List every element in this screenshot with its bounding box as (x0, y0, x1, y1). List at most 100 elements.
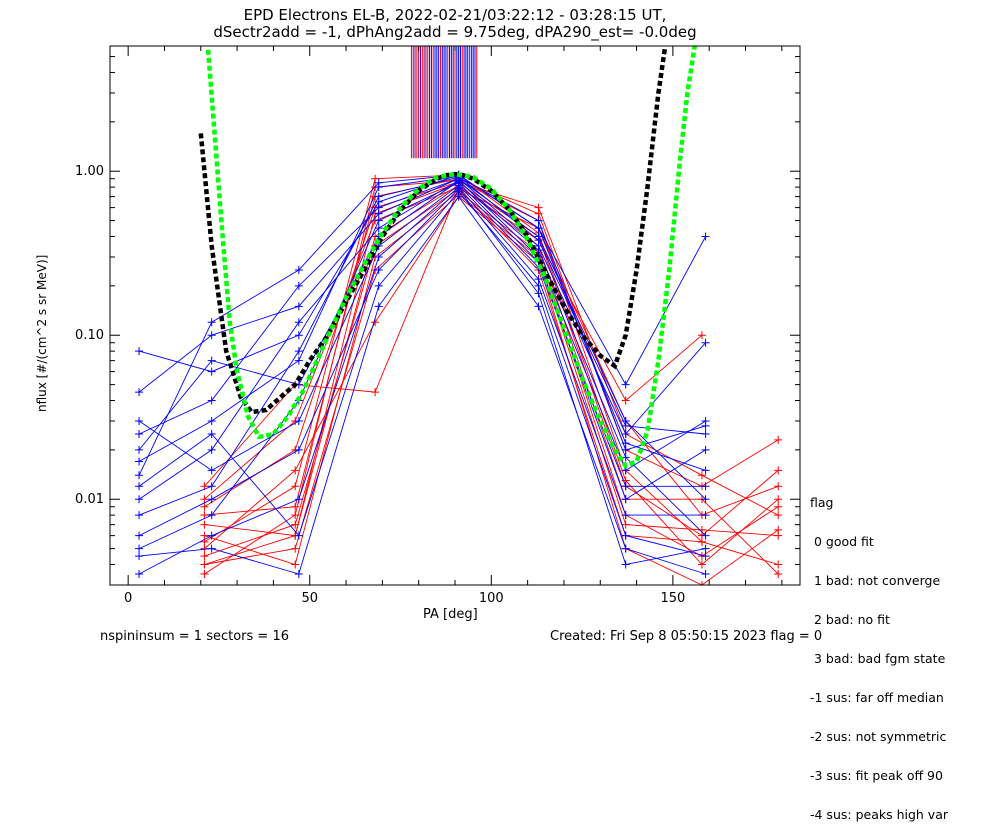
data-point-marker (207, 495, 216, 504)
profile-line (204, 184, 779, 575)
data-point-marker (697, 537, 706, 546)
data-point-marker (200, 520, 209, 529)
data-point-marker (701, 511, 710, 520)
plot-area (135, 46, 783, 585)
data-point-marker (207, 318, 216, 327)
flag-legend: flag 0 good fit 1 bad: not converge 2 ba… (810, 470, 948, 834)
data-point-marker (207, 367, 216, 376)
y-axis-label: nflux [#/(cm^2 s sr MeV)] (35, 254, 49, 412)
data-point-marker (534, 203, 543, 212)
data-point-marker (701, 338, 710, 347)
profile-line (138, 180, 706, 536)
data-point-marker (621, 531, 630, 540)
data-point-marker (621, 429, 630, 438)
data-point-marker (374, 265, 383, 274)
data-point-marker (294, 265, 303, 274)
data-point-marker (774, 511, 783, 520)
y-tick-label: 0.10 (75, 328, 104, 343)
legend-item: -2 sus: not symmetric (810, 729, 947, 744)
data-point-marker (374, 183, 383, 192)
profile-line (138, 178, 706, 500)
data-point-marker (294, 318, 303, 327)
data-point-marker (774, 435, 783, 444)
data-point-marker (207, 356, 216, 365)
data-point-marker (701, 429, 710, 438)
data-point-marker (200, 560, 209, 569)
data-point-marker (697, 581, 706, 585)
data-point-marker (701, 570, 710, 579)
data-point-marker (621, 453, 630, 462)
data-point-marker (207, 416, 216, 425)
data-point-marker (207, 511, 216, 520)
legend-item: -3 sus: fit peak off 90 (810, 768, 943, 783)
data-point-marker (774, 466, 783, 475)
fit-curve (205, 46, 697, 469)
data-point-marker (621, 396, 630, 405)
data-point-marker (135, 570, 144, 579)
data-point-marker (534, 224, 543, 233)
data-point-marker (534, 281, 543, 290)
data-point-marker (701, 421, 710, 430)
profile-line (138, 174, 706, 476)
data-point-marker (135, 445, 144, 454)
data-point-marker (135, 552, 144, 561)
profile-line (138, 176, 706, 516)
legend-item: 3 bad: bad fgm state (810, 651, 946, 666)
data-point-marker (291, 502, 300, 511)
data-point-marker (291, 482, 300, 491)
data-point-marker (207, 466, 216, 475)
data-point-marker (294, 302, 303, 311)
legend-item: -1 sus: far off median (810, 690, 944, 705)
data-point-marker (294, 570, 303, 579)
data-point-marker (207, 544, 216, 553)
data-point-marker (207, 531, 216, 540)
data-point-marker (697, 560, 706, 569)
fit-curve (198, 46, 668, 415)
data-point-marker (207, 429, 216, 438)
data-point-marker (701, 544, 710, 553)
data-point-marker (200, 495, 209, 504)
data-point-marker (200, 552, 209, 561)
profile-line (204, 178, 779, 516)
data-point-marker (207, 396, 216, 405)
profile-line (138, 179, 706, 500)
data-point-marker (374, 281, 383, 290)
profile-line (204, 188, 702, 557)
data-point-marker (697, 331, 706, 340)
data-point-marker (534, 302, 543, 311)
data-point-marker (534, 246, 543, 255)
data-point-marker (621, 544, 630, 553)
data-point-marker (701, 466, 710, 475)
data-point-marker (371, 174, 380, 183)
data-point-marker (621, 482, 630, 491)
data-point-marker (294, 347, 303, 356)
data-point-marker (135, 471, 144, 480)
data-point-marker (701, 531, 710, 540)
data-point-marker (534, 236, 543, 245)
data-point-marker (374, 302, 383, 311)
data-point-marker (200, 511, 209, 520)
data-point-marker (291, 544, 300, 553)
data-point-marker (135, 544, 144, 553)
profile-line (138, 188, 706, 566)
profile-line (204, 191, 779, 566)
x-tick-label: 150 (660, 591, 685, 606)
data-point-marker (374, 197, 383, 206)
x-axis-label: PA [deg] (423, 607, 478, 622)
data-point-marker (374, 252, 383, 261)
data-point-marker (701, 552, 710, 561)
data-point-marker (374, 209, 383, 218)
data-point-marker (534, 275, 543, 284)
profile-line (138, 186, 706, 575)
legend-title: flag (810, 495, 834, 510)
data-point-marker (135, 495, 144, 504)
data-point-marker (534, 216, 543, 225)
legend-item: 1 bad: not converge (810, 573, 941, 588)
data-point-marker (294, 531, 303, 540)
data-point-marker (621, 560, 630, 569)
profile-line (138, 182, 706, 550)
x-tick-label: 100 (479, 591, 504, 606)
x-tick-label: 0 (124, 591, 132, 606)
data-point-marker (374, 224, 383, 233)
data-point-marker (701, 482, 710, 491)
